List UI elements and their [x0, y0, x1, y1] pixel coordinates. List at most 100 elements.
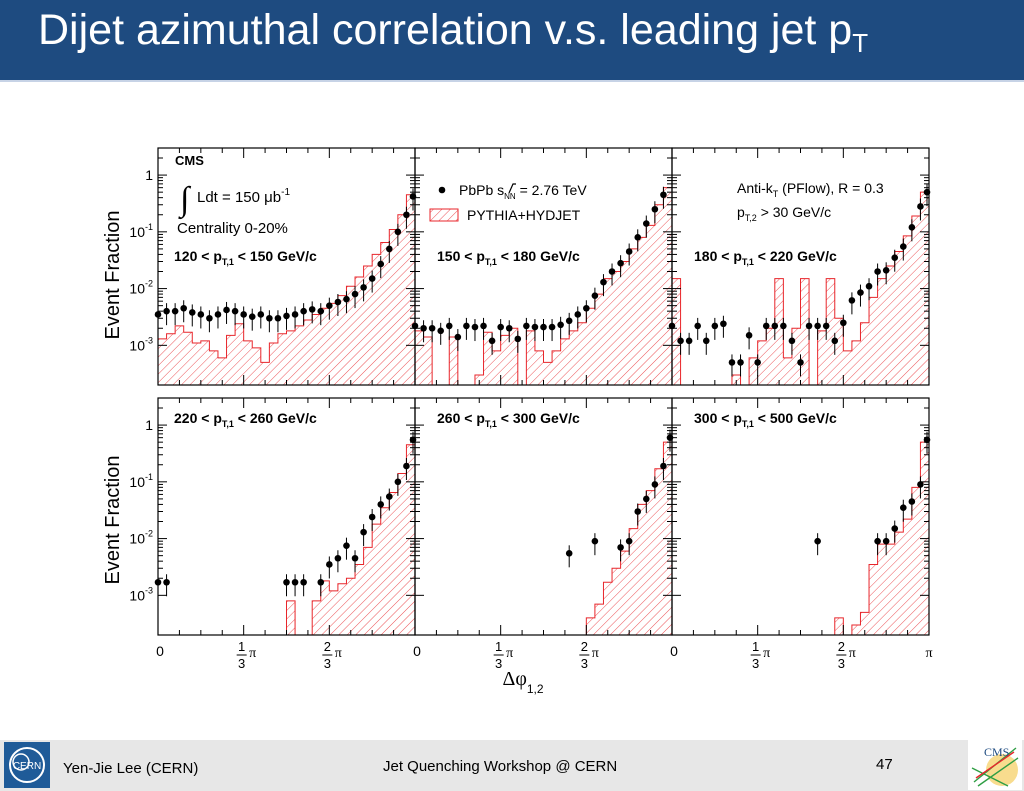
data-point — [326, 302, 333, 309]
data-point — [891, 525, 899, 532]
data-point — [720, 320, 727, 328]
x-tick-label: 1 — [752, 639, 759, 654]
data-point — [377, 260, 385, 268]
algorithm-label: Anti-kT (PFlow), R = 0.3 — [737, 180, 884, 199]
data-point — [591, 537, 599, 545]
y-tick-label: 1 — [145, 417, 153, 433]
data-point — [437, 327, 445, 335]
x-tick-label: 2 — [838, 639, 845, 654]
panel-pt-label: 300 < pT,1 < 500 GeV/c — [694, 410, 837, 429]
data-point — [248, 313, 256, 320]
data-point — [420, 324, 427, 332]
data-point — [840, 319, 847, 327]
panel-pt-label: 150 < pT,1 < 180 GeV/c — [437, 248, 580, 267]
data-point — [471, 323, 479, 331]
data-point — [882, 537, 890, 545]
data-point — [625, 537, 633, 545]
data-point — [386, 493, 393, 500]
data-point — [737, 359, 744, 366]
data-point — [300, 307, 307, 315]
x-tick-label: π — [925, 646, 932, 661]
data-point — [171, 307, 179, 315]
cms-logo-text: CMS — [984, 745, 1009, 759]
legend-data-marker — [438, 186, 446, 194]
data-point — [283, 312, 290, 320]
y-tick-label: 10-3 — [129, 585, 153, 603]
x-tick-label: π — [506, 646, 513, 661]
data-point — [531, 323, 539, 331]
data-point — [762, 322, 770, 330]
x-tick-label: π — [249, 646, 256, 661]
x-tick-label: 0 — [156, 643, 164, 659]
data-point — [488, 337, 496, 345]
data-point — [643, 495, 650, 503]
data-point — [728, 359, 736, 366]
data-point — [257, 311, 265, 318]
data-point — [283, 578, 290, 586]
data-point — [334, 554, 342, 562]
panel-pt-label: 120 < pT,1 < 150 GeV/c — [174, 248, 317, 267]
data-point — [540, 323, 547, 331]
data-point — [480, 322, 487, 330]
data-point — [334, 298, 342, 306]
data-point — [711, 322, 719, 330]
data-point — [797, 359, 804, 366]
x-tick-label: 1 — [495, 639, 502, 654]
y-tick-label: 10-3 — [129, 335, 153, 353]
cms-logo-icon: CMS — [968, 738, 1022, 790]
page-title-main: Dijet azimuthal correlation v.s. leading… — [38, 6, 853, 54]
x-tick-label: 3 — [324, 656, 331, 671]
data-point — [848, 297, 856, 304]
data-point — [814, 537, 821, 545]
x-tick-label: 1 — [238, 639, 245, 654]
y-axis-label: Event Fraction — [102, 456, 124, 585]
panel-1: 1 10-1 10-2 10-3 120 < pT,1 < 150 GeV/c — [129, 147, 417, 386]
lumi-integral-sign: ∫ — [178, 181, 192, 220]
data-point — [788, 337, 796, 345]
legend-data-label: PbPb sNN = 2.76 TeV — [459, 182, 587, 201]
legend-sqrt-sign — [508, 183, 516, 194]
footer-page-number: 47 — [876, 756, 893, 773]
footer-author: Yen-Jie Lee (CERN) — [63, 760, 199, 777]
data-point — [660, 462, 667, 470]
data-point — [900, 504, 907, 512]
data-point — [231, 307, 239, 315]
data-point — [754, 359, 761, 366]
data-point — [908, 224, 916, 231]
panel-pt-label: 260 < pT,1 < 300 GeV/c — [437, 410, 580, 429]
mc-histogram — [672, 441, 930, 636]
x-tick-label: 0 — [670, 643, 678, 659]
data-point — [223, 306, 230, 314]
data-point — [745, 332, 753, 339]
data-point — [574, 311, 582, 318]
data-point — [274, 314, 282, 322]
data-point — [900, 243, 907, 250]
x-tick-label: π — [849, 646, 856, 661]
data-point — [660, 191, 667, 199]
data-point — [565, 317, 573, 325]
data-point — [651, 205, 659, 213]
data-point — [600, 278, 607, 286]
data-point — [651, 481, 659, 488]
y-tick-label: 10-1 — [129, 222, 153, 240]
data-point — [917, 481, 924, 488]
x-tick-label: 2 — [581, 639, 588, 654]
data-point — [317, 578, 325, 586]
y-tick-label: 1 — [145, 167, 153, 183]
mc-histogram — [158, 444, 416, 636]
data-point — [677, 337, 684, 345]
lumi-label: Ldt = 150 μb-1 — [197, 187, 290, 206]
cern-logo-text: CERN — [13, 761, 41, 772]
data-point — [445, 322, 453, 330]
x-tick-label: 2 — [324, 639, 331, 654]
data-point — [206, 314, 213, 322]
data-point — [857, 289, 864, 296]
page-title-subscript: T — [852, 28, 869, 58]
data-point — [291, 311, 299, 318]
data-point — [163, 307, 170, 315]
data-point — [617, 544, 624, 551]
centrality-label: Centrality 0-20% — [177, 220, 288, 237]
data-point — [377, 501, 385, 508]
data-point — [403, 462, 410, 470]
cern-logo-icon: CERN — [4, 742, 50, 788]
